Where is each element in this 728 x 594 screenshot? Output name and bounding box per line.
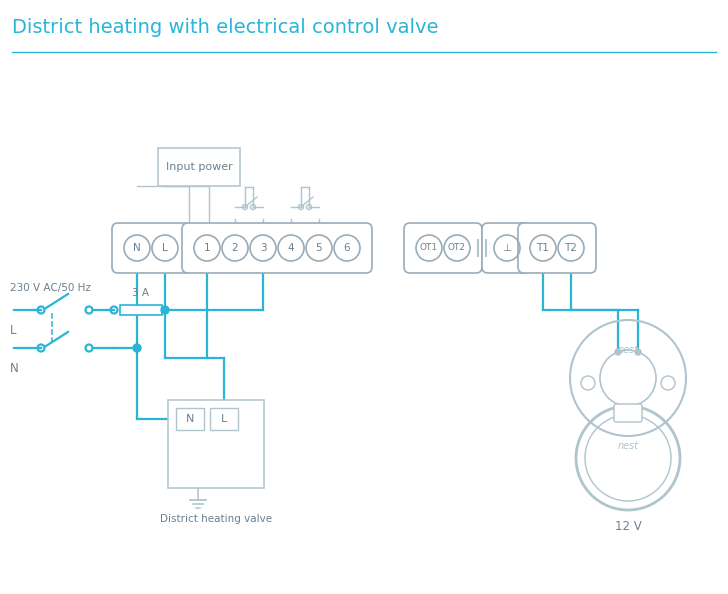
Text: District heating with electrical control valve: District heating with electrical control… bbox=[12, 18, 438, 37]
FancyBboxPatch shape bbox=[112, 223, 190, 273]
Text: OT1: OT1 bbox=[420, 244, 438, 252]
Text: N: N bbox=[10, 362, 19, 374]
Text: Input power: Input power bbox=[166, 162, 232, 172]
Text: 2: 2 bbox=[232, 243, 238, 253]
Text: 230 V AC/50 Hz: 230 V AC/50 Hz bbox=[10, 283, 91, 293]
FancyBboxPatch shape bbox=[614, 404, 642, 422]
Text: nest: nest bbox=[617, 441, 638, 451]
Text: 12 V: 12 V bbox=[614, 520, 641, 533]
FancyBboxPatch shape bbox=[168, 400, 264, 488]
Text: nest: nest bbox=[617, 345, 638, 355]
Text: 4: 4 bbox=[288, 243, 294, 253]
Text: L: L bbox=[10, 324, 17, 336]
FancyBboxPatch shape bbox=[518, 223, 596, 273]
Text: 6: 6 bbox=[344, 243, 350, 253]
Text: N: N bbox=[133, 243, 141, 253]
Text: 1: 1 bbox=[204, 243, 210, 253]
Text: N: N bbox=[186, 414, 194, 424]
Circle shape bbox=[615, 349, 621, 355]
FancyBboxPatch shape bbox=[158, 148, 240, 186]
FancyBboxPatch shape bbox=[404, 223, 482, 273]
Circle shape bbox=[635, 349, 641, 355]
Circle shape bbox=[161, 306, 169, 314]
Text: L: L bbox=[162, 243, 168, 253]
Text: T1: T1 bbox=[537, 243, 550, 253]
FancyBboxPatch shape bbox=[120, 305, 162, 315]
FancyBboxPatch shape bbox=[482, 223, 532, 273]
Text: 3: 3 bbox=[260, 243, 266, 253]
Text: District heating valve: District heating valve bbox=[160, 514, 272, 524]
FancyBboxPatch shape bbox=[182, 223, 372, 273]
FancyBboxPatch shape bbox=[176, 408, 204, 430]
Text: ⊥: ⊥ bbox=[502, 243, 512, 253]
Text: T2: T2 bbox=[564, 243, 577, 253]
FancyBboxPatch shape bbox=[210, 408, 238, 430]
Circle shape bbox=[133, 344, 141, 352]
Text: OT2: OT2 bbox=[448, 244, 466, 252]
Text: 3 A: 3 A bbox=[132, 288, 149, 298]
Text: 5: 5 bbox=[316, 243, 323, 253]
Text: L: L bbox=[221, 414, 227, 424]
